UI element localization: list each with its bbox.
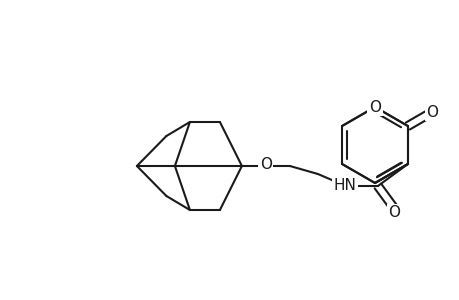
Text: O: O (387, 205, 400, 220)
Text: O: O (368, 100, 380, 115)
Text: O: O (425, 104, 437, 119)
Text: O: O (259, 157, 271, 172)
Text: HN: HN (333, 178, 356, 193)
